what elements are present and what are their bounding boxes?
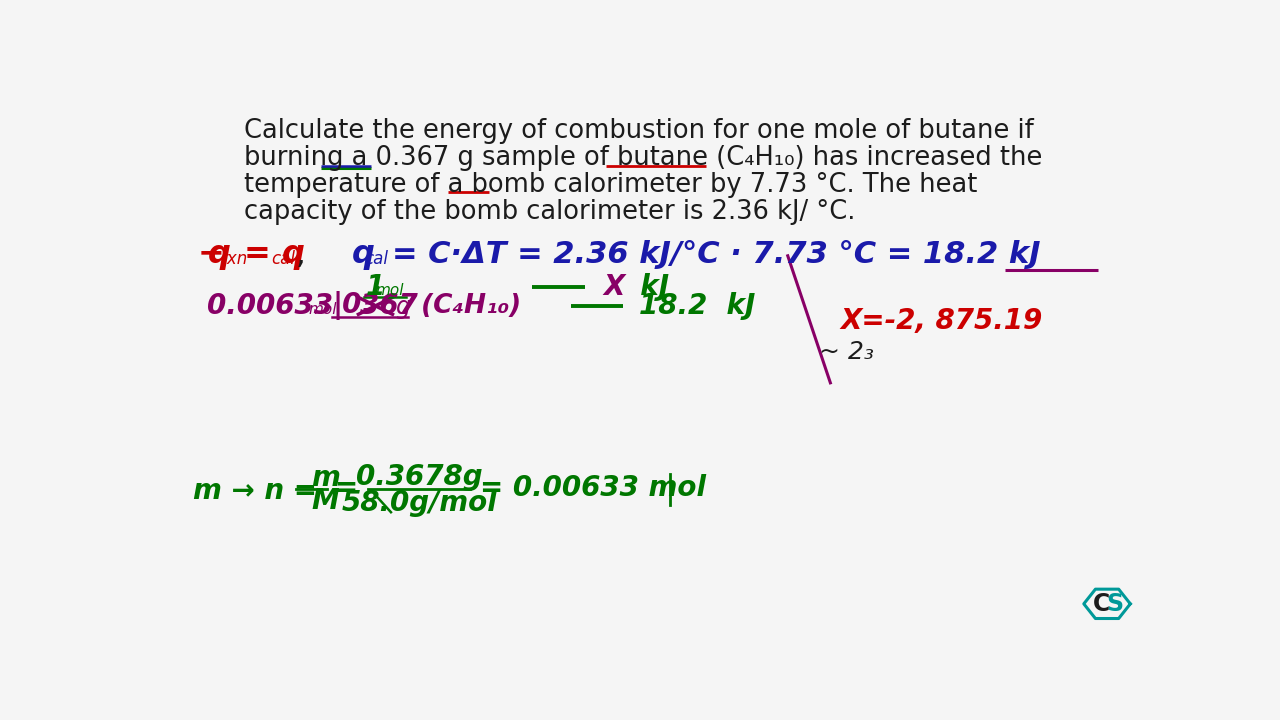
Text: S: S xyxy=(1106,592,1124,616)
Text: =: = xyxy=(334,474,357,503)
Text: g: g xyxy=(394,295,410,320)
Text: burning a 0.367 g sample of butane (C₄H₁₀) has increased the: burning a 0.367 g sample of butane (C₄H₁… xyxy=(243,145,1042,171)
Text: 367: 367 xyxy=(360,292,417,320)
Text: temperature of a bomb calorimeter by 7.73 °C. The heat: temperature of a bomb calorimeter by 7.7… xyxy=(243,172,977,198)
Text: q: q xyxy=(209,239,230,270)
Text: m: m xyxy=(311,464,340,492)
Text: |0.: |0. xyxy=(332,292,372,320)
Text: (C₄H₁₀): (C₄H₁₀) xyxy=(412,293,521,319)
Text: C: C xyxy=(1093,592,1110,616)
Text: ,: , xyxy=(296,240,306,269)
Text: capacity of the bomb calorimeter is 2.36 kJ/ °C.: capacity of the bomb calorimeter is 2.36… xyxy=(243,199,855,225)
Text: rxn: rxn xyxy=(220,250,248,268)
Text: m → n =: m → n = xyxy=(192,477,316,505)
Text: 58.0g/mol: 58.0g/mol xyxy=(342,489,498,517)
Text: Calculate the energy of combustion for one mole of butane if: Calculate the energy of combustion for o… xyxy=(243,118,1033,144)
Text: M: M xyxy=(311,487,339,516)
Text: = C·ΔT = 2.36 kJ/°C · 7.73 °C = 18.2 kJ: = C·ΔT = 2.36 kJ/°C · 7.73 °C = 18.2 kJ xyxy=(393,240,1041,269)
Text: cal: cal xyxy=(271,250,294,268)
Text: = q: = q xyxy=(243,239,305,270)
Text: ~ 2₃: ~ 2₃ xyxy=(819,340,874,364)
Text: 0.3678g: 0.3678g xyxy=(356,463,483,491)
Text: mol: mol xyxy=(375,283,404,298)
Text: 18.2  kJ: 18.2 kJ xyxy=(639,292,755,320)
Text: 0.00633: 0.00633 xyxy=(206,292,333,320)
Text: kJ: kJ xyxy=(621,273,669,301)
Text: = 0.00633 mol: = 0.00633 mol xyxy=(480,474,707,503)
Text: X=-2, 875.19: X=-2, 875.19 xyxy=(841,307,1043,336)
Text: −: − xyxy=(197,239,224,270)
Text: mol: mol xyxy=(308,302,338,318)
Text: X: X xyxy=(603,273,625,301)
Text: q: q xyxy=(352,239,375,270)
Text: 1: 1 xyxy=(365,273,384,301)
Text: cal: cal xyxy=(365,250,389,268)
